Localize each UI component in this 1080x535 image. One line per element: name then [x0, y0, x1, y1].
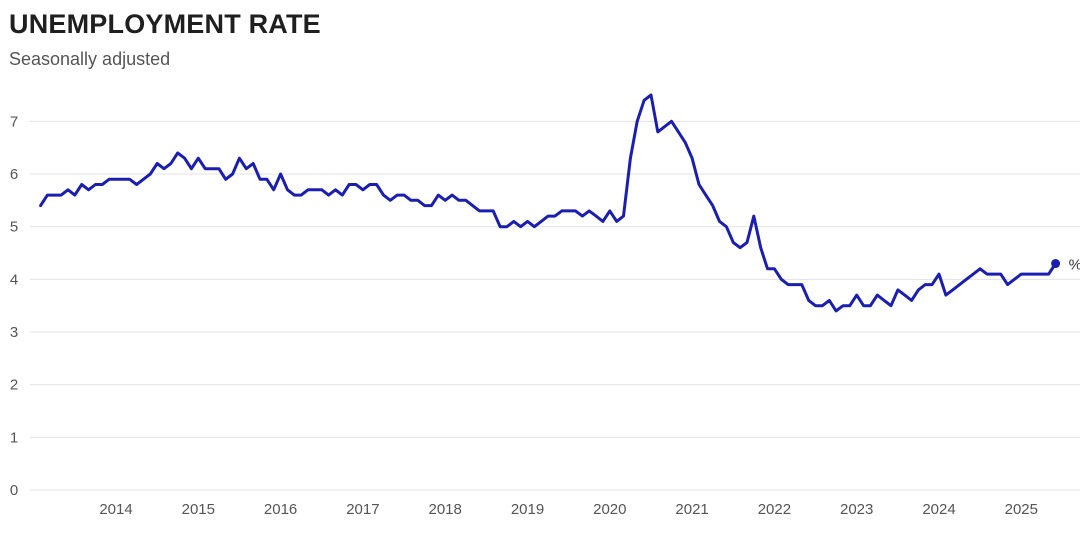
x-tick-label-2019: 2019	[511, 501, 544, 518]
x-tick-label-2024: 2024	[922, 501, 955, 518]
series-end-point	[1051, 259, 1061, 269]
x-axis-ticks: 2014 2015 2016 2017 2018 2019 2020 2021 2022 2023…	[99, 501, 1038, 518]
x-tick-label-2015: 2015	[182, 501, 215, 518]
series-line-0	[39, 93, 1058, 313]
x-tick-label-2014: 2014	[99, 501, 132, 518]
chart-subtitle: Seasonally adjusted	[9, 49, 171, 69]
x-tick-label-2021: 2021	[675, 501, 708, 518]
y-tick-label-6: 6	[10, 166, 18, 183]
y-tick-label-7: 7	[10, 113, 18, 130]
x-tick-label-2025: 2025	[1005, 501, 1038, 518]
x-tick-label-2017: 2017	[346, 501, 379, 518]
chart-title: UNEMPLOYMENT RATE	[9, 9, 321, 39]
y-tick-label-5: 5	[10, 219, 18, 236]
y-axis-ticks: 0 1 2 3 4 5 6 7	[10, 113, 18, 499]
y-tick-label-4: 4	[10, 271, 18, 288]
x-tick-label-2023: 2023	[840, 501, 873, 518]
unit-label: %	[1069, 257, 1080, 274]
x-tick-label-2022: 2022	[758, 501, 791, 518]
series-layer: %	[39, 93, 1080, 313]
y-tick-label-3: 3	[10, 324, 18, 341]
gridlines	[30, 120, 1080, 491]
y-tick-label-2: 2	[10, 377, 18, 394]
x-tick-label-2016: 2016	[264, 501, 297, 518]
y-tick-label-0: 0	[10, 482, 18, 499]
x-tick-label-2020: 2020	[593, 501, 626, 518]
y-tick-label-1: 1	[10, 429, 18, 446]
x-tick-label-2018: 2018	[429, 501, 462, 518]
